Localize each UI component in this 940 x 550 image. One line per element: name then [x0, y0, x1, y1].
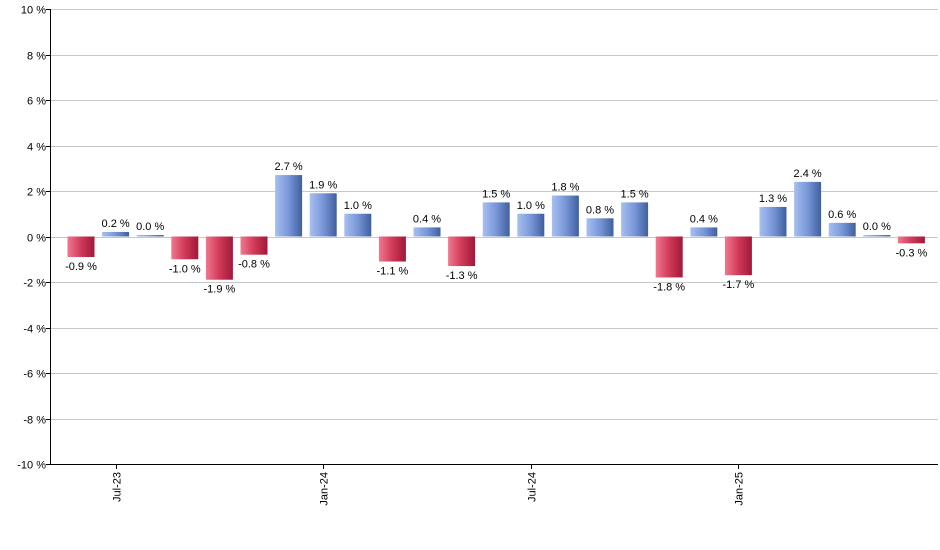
bar: [828, 222, 856, 237]
bar-value-label: 2.7 %: [275, 161, 303, 173]
bar-value-label: 1.9 %: [309, 179, 337, 191]
bar-value-label: 1.0 %: [517, 200, 545, 212]
bar: [655, 236, 683, 278]
bar: [102, 231, 130, 237]
bar-value-label: -1.1 %: [377, 266, 409, 278]
bar-value-label: 0.2 %: [102, 218, 130, 230]
y-tick-label: -10 %: [17, 460, 46, 472]
bar: [344, 213, 372, 237]
x-tick-label: Jul-23: [112, 472, 124, 502]
bar-value-label: -0.3 %: [896, 247, 928, 259]
x-tick-label: Jan-25: [734, 472, 746, 506]
bar: [240, 236, 268, 255]
bar: [482, 202, 510, 237]
y-tick-label: 10 %: [21, 5, 46, 17]
x-tick-label: Jul-24: [527, 472, 539, 502]
bar-value-label: -0.8 %: [238, 259, 270, 271]
bar: [136, 235, 164, 237]
bar: [275, 175, 303, 237]
y-tick-label: 8 %: [27, 51, 46, 63]
bar-value-label: -1.9 %: [204, 284, 236, 296]
bar: [759, 206, 787, 237]
y-tick-label: -8 %: [23, 415, 46, 427]
y-tick-label: -6 %: [23, 369, 46, 381]
bar: [794, 181, 822, 237]
bar-value-label: 0.4 %: [413, 213, 441, 225]
y-tick-label: 6 %: [27, 96, 46, 108]
bar: [517, 213, 545, 237]
bar: [724, 236, 752, 276]
bar: [378, 236, 406, 262]
bar-value-label: 0.0 %: [863, 221, 891, 233]
data-labels: -0.9 % 0.2 % 0.0 % -1.0 %-1.9 % -0.8 % 2.7 % 1…: [65, 161, 927, 296]
bar: [586, 218, 614, 237]
bar: [413, 227, 441, 237]
bar: [309, 193, 337, 237]
bar: [171, 236, 199, 260]
y-tick-label: -4 %: [23, 324, 46, 336]
bar: [621, 202, 649, 237]
bar-value-label: -1.3 %: [446, 270, 478, 282]
bar-value-label: 0.6 %: [828, 209, 856, 221]
bar-value-label: 1.5 %: [482, 188, 510, 200]
bar: [897, 236, 925, 244]
x-axis-ticks: Jul-23 Jan-24 Jul-24 Jan-25: [112, 464, 746, 506]
y-tick-label: 4 %: [27, 142, 46, 154]
y-tick-label: 2 %: [27, 187, 46, 199]
x-tick-label: Jan-24: [319, 472, 331, 506]
bar-value-label: -1.8 %: [653, 281, 685, 293]
bar-value-label: -1.7 %: [723, 279, 755, 291]
bar-value-label: 1.5 %: [621, 188, 649, 200]
bar-value-label: 0.0 %: [136, 221, 164, 233]
bar-value-label: 1.0 %: [344, 200, 372, 212]
bar: [551, 195, 579, 237]
bar-value-label: 1.3 %: [759, 193, 787, 205]
bar: [863, 235, 891, 237]
y-tick-label: -2 %: [23, 278, 46, 290]
bar-value-label: 0.8 %: [586, 204, 614, 216]
bar: [448, 236, 476, 267]
bar-value-label: 2.4 %: [794, 168, 822, 180]
bar-value-label: 0.4 %: [690, 213, 718, 225]
bar: [205, 236, 233, 280]
bar: [690, 227, 718, 237]
bar-value-label: -1.0 %: [169, 263, 201, 275]
bars: [67, 175, 925, 280]
bar: [67, 236, 95, 257]
bar-value-label: -0.9 %: [65, 261, 97, 273]
bar-value-label: 1.8 %: [551, 182, 579, 194]
y-axis-ticks: 10 % 8 % 6 % 4 % 2 % 0 % -2 % -4 % -6 % -8 % -10 %: [17, 5, 50, 472]
y-tick-label: 0 %: [27, 233, 46, 245]
